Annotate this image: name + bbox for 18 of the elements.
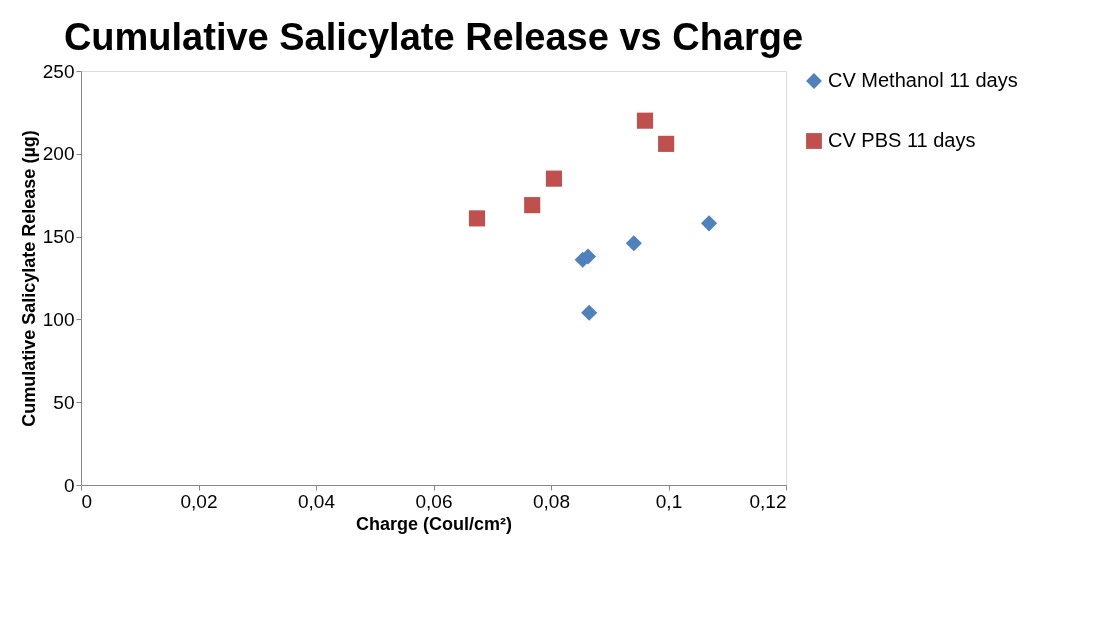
x-tick-label: 0,12 [749, 490, 787, 512]
legend-label: CV Methanol 11 days [828, 69, 1018, 91]
y-axis-title: Cumulative Salicylate Release (µg) [18, 130, 39, 427]
x-axis-title: Charge (Coul/cm²) [355, 513, 513, 534]
legend-label: CV PBS 11 days [828, 129, 976, 151]
y-tick-label: 200 [42, 143, 75, 165]
chart-title: Cumulative Salicylate Release vs Charge [63, 16, 804, 58]
y-tick-label: 0 [63, 474, 75, 496]
y-tick-label: 50 [53, 391, 75, 413]
x-tick-label: 0,04 [298, 490, 336, 512]
y-tick-label: 250 [42, 60, 75, 82]
x-tick-label: 0,08 [533, 490, 570, 512]
x-tick-label: 0 [81, 490, 93, 512]
x-tick-label: 0,1 [655, 490, 683, 512]
y-tick-label: 150 [42, 226, 75, 248]
x-tick-label: 0,06 [415, 490, 453, 512]
x-tick-label: 0,02 [180, 490, 218, 512]
y-tick-label: 100 [42, 308, 75, 330]
